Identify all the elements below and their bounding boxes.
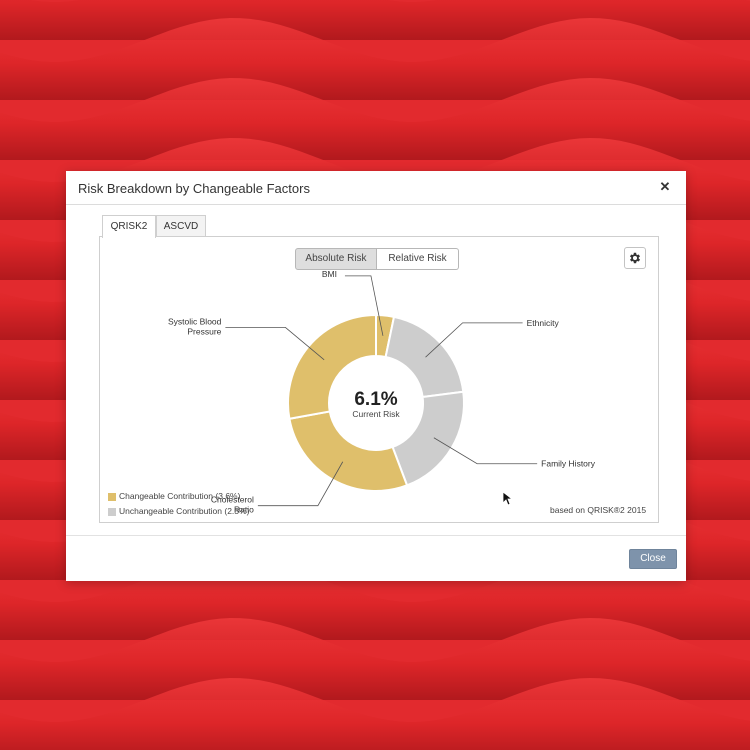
legend-label-changeable: Changeable Contribution (3.6%) [119, 491, 241, 501]
legend-swatch-unchangeable [108, 508, 116, 516]
dialog-footer: Close [66, 535, 686, 582]
leader-line-cholesterol-ratio [257, 461, 344, 507]
background-wave [0, 78, 750, 160]
chart-panel: Absolute Risk Relative Risk BMI Ethnicity… [99, 236, 659, 523]
risk-donut-chart: BMI Ethnicity Family History Cholesterol Rat… [168, 269, 596, 515]
tab-ascvd[interactable]: ASCVD [156, 215, 206, 237]
background-wave [0, 678, 750, 750]
center-risk-value: 6.1% [354, 389, 397, 410]
donut-slice-family-history[interactable] [391, 390, 465, 487]
leader-line-systolic-blood-pressure [225, 327, 325, 361]
leader-line-ethnicity [425, 322, 523, 358]
gear-icon [629, 252, 641, 264]
leader-line-family-history [433, 437, 538, 465]
slice-label-systolic-blood-pressure: Systolic Blood Pressure [168, 316, 222, 336]
leader-line-bmi [344, 275, 384, 336]
tab-qrisk2[interactable]: QRISK2 [102, 215, 156, 238]
dialog-header: Risk Breakdown by Changeable Factors ✕ [66, 171, 686, 205]
risk-breakdown-dialog: Risk Breakdown by Changeable Factors ✕ Q… [66, 171, 686, 581]
background-wave [0, 618, 750, 700]
mouse-pointer-icon [503, 492, 513, 506]
slice-label-bmi: BMI [322, 269, 337, 279]
dialog-title: Risk Breakdown by Changeable Factors [78, 181, 310, 196]
settings-button[interactable] [624, 247, 646, 269]
center-risk-label: Current Risk [352, 409, 400, 419]
slice-label-cholesterol-ratio: Cholesterol Ratio [211, 495, 254, 515]
donut-slice-cholesterol-ratio[interactable] [288, 410, 409, 492]
donut-slice-ethnicity[interactable] [384, 315, 465, 399]
background-wave [0, 18, 750, 100]
close-icon[interactable]: ✕ [659, 179, 671, 194]
legend-label-unchangeable: Unchangeable Contribution (2.5%) [119, 506, 250, 516]
source-note: based on QRISK®2 2015 [550, 505, 647, 515]
legend-swatch-changeable [108, 493, 116, 501]
slice-label-family-history: Family History [541, 459, 596, 469]
absolute-risk-toggle[interactable]: Absolute Risk [295, 248, 377, 270]
slice-label-ethnicity: Ethnicity [527, 318, 560, 328]
relative-risk-toggle[interactable]: Relative Risk [377, 248, 459, 270]
donut-slice-systolic-blood-pressure[interactable] [287, 313, 377, 420]
close-button[interactable]: Close [629, 549, 677, 569]
